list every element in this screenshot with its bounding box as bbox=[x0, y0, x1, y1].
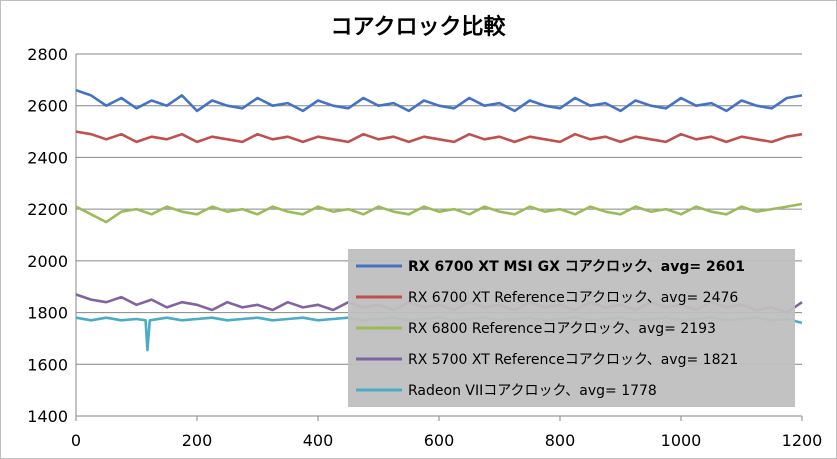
legend-entry: RX 6800 Referenceコアクロック、avg= 2193 bbox=[408, 321, 716, 337]
x-tick-label: 400 bbox=[303, 431, 334, 450]
legend-entry: RX 6700 XT MSI GX コアクロック、avg= 2601 bbox=[408, 259, 745, 275]
y-tick-label: 2200 bbox=[27, 200, 68, 219]
series-line-1 bbox=[75, 130, 803, 144]
y-tick-label: 2800 bbox=[27, 45, 68, 64]
legend-entry: RX 5700 XT Referenceコアクロック、avg= 1821 bbox=[408, 352, 738, 368]
x-tick-label: 1000 bbox=[661, 431, 702, 450]
legend-box bbox=[348, 249, 795, 407]
series-line-2 bbox=[75, 202, 803, 224]
chart-title: コアクロック比較 bbox=[331, 14, 507, 40]
x-tick-label: 600 bbox=[424, 431, 455, 450]
y-tick-label: 2400 bbox=[27, 148, 68, 167]
y-tick-label: 1600 bbox=[27, 355, 68, 374]
y-tick-label: 1800 bbox=[27, 304, 68, 323]
legend-entry: RX 6700 XT Referenceコアクロック、avg= 2476 bbox=[408, 290, 738, 306]
series-line-0 bbox=[75, 88, 803, 113]
x-tick-label: 0 bbox=[71, 431, 81, 450]
x-tick-label: 800 bbox=[545, 431, 576, 450]
y-tick-label: 2000 bbox=[27, 252, 68, 271]
x-tick-label: 1200 bbox=[782, 431, 823, 450]
y-tick-label: 1400 bbox=[27, 407, 68, 426]
y-tick-label: 2600 bbox=[27, 97, 68, 116]
legend-entry: Radeon VIIコアクロック、avg= 1778 bbox=[408, 383, 657, 399]
x-tick-label: 200 bbox=[182, 431, 213, 450]
